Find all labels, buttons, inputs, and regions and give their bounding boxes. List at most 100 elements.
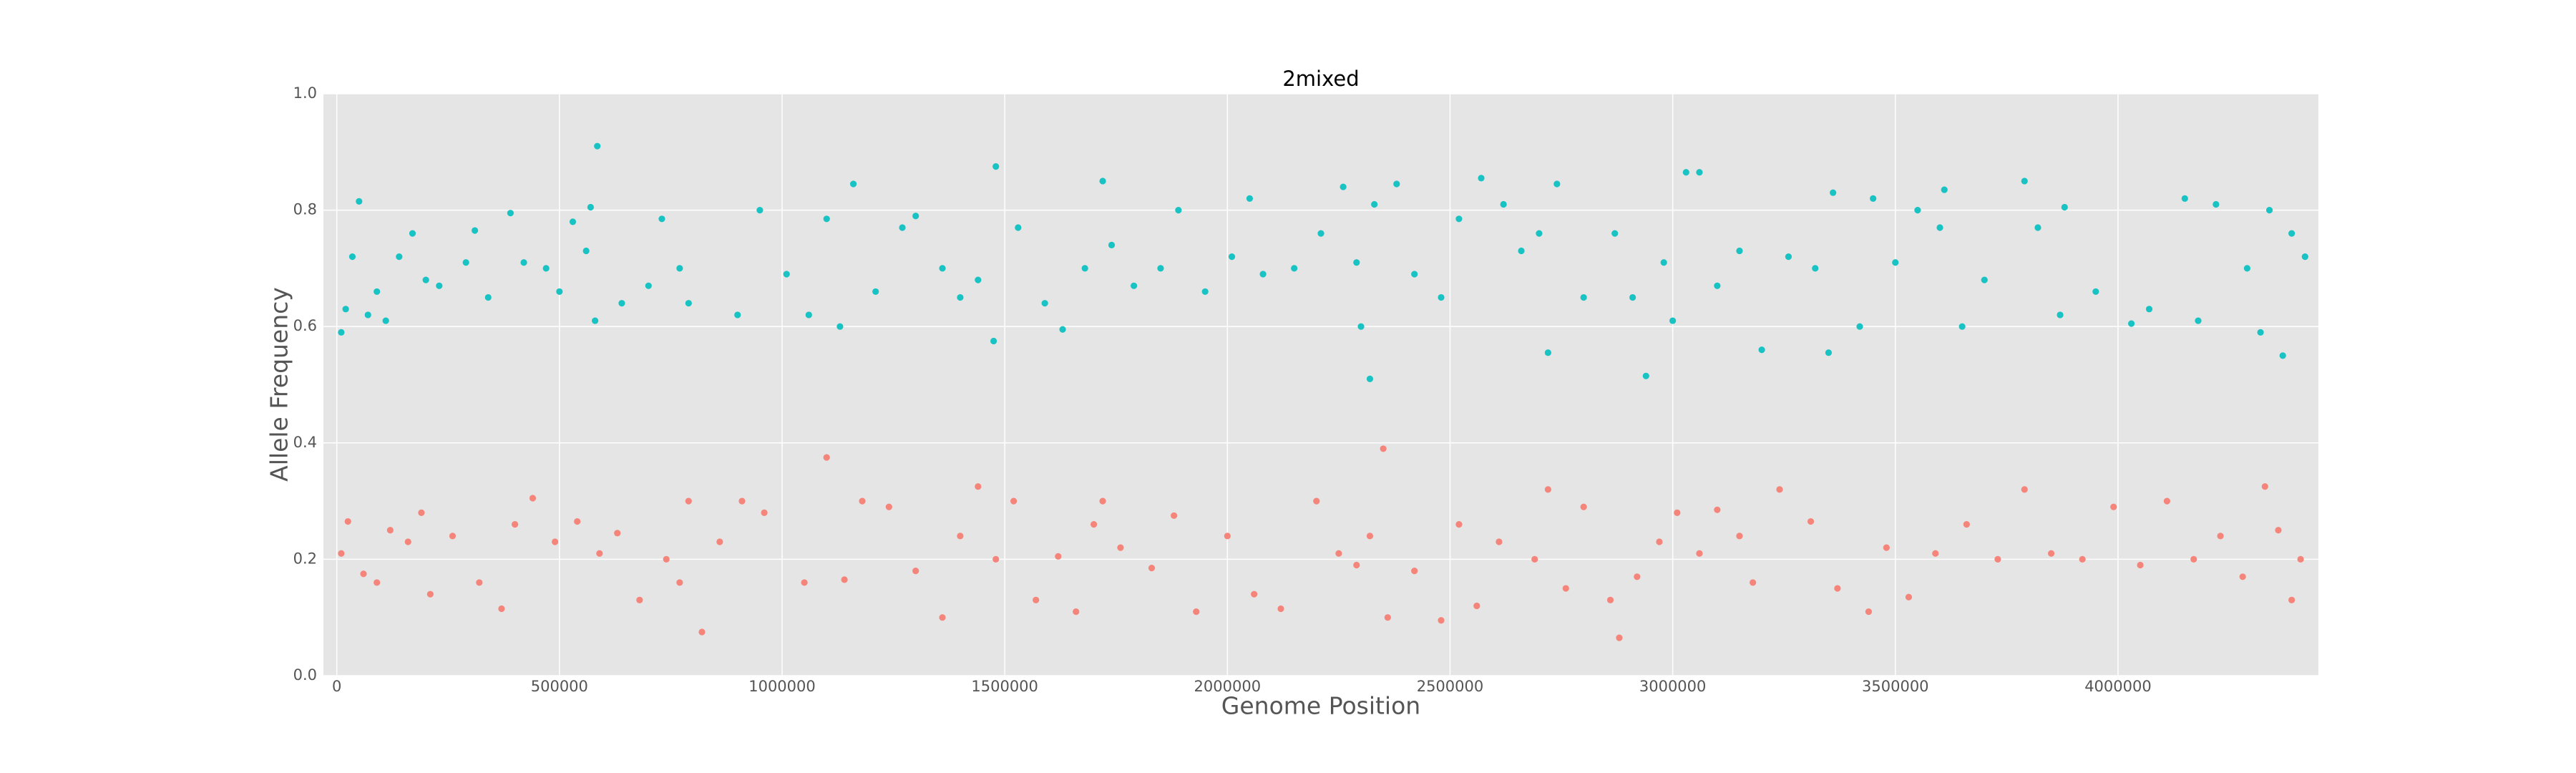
point [614, 530, 621, 537]
point [382, 317, 389, 324]
point [912, 568, 919, 575]
y-tick-label: 0.0 [293, 666, 317, 684]
point [476, 579, 483, 586]
y-tick-label: 0.8 [293, 201, 317, 218]
point [1834, 585, 1841, 592]
point [1883, 544, 1890, 551]
point [1117, 544, 1124, 551]
point [2092, 288, 2099, 296]
point [1193, 608, 1200, 616]
point [1313, 497, 1320, 505]
point [1371, 200, 1378, 208]
x-tick-label: 3000000 [1639, 678, 1707, 695]
point [1259, 271, 1267, 278]
point [2261, 483, 2268, 490]
point [1531, 555, 1538, 563]
point [511, 521, 519, 528]
point [1656, 538, 1663, 545]
point [1366, 533, 1374, 540]
point [885, 503, 892, 510]
point [1010, 497, 1018, 505]
point [1553, 180, 1561, 188]
point [2301, 253, 2308, 261]
point [841, 576, 848, 583]
point [2279, 352, 2286, 359]
point [1830, 189, 1837, 196]
point [2079, 555, 2086, 563]
point [2217, 533, 2224, 540]
point [801, 579, 808, 586]
point [449, 533, 457, 540]
x-tick-label: 0 [332, 678, 341, 695]
point [1411, 568, 1418, 575]
point [1380, 445, 1387, 452]
point [1455, 521, 1463, 528]
x-tick-label: 1500000 [971, 678, 1038, 695]
point [734, 311, 741, 319]
point [2239, 573, 2246, 580]
point [1518, 247, 1525, 255]
point [436, 282, 443, 289]
point [1870, 195, 1877, 202]
point [422, 276, 429, 283]
x-tick-label: 2500000 [1417, 678, 1484, 695]
point [1892, 259, 1899, 266]
point [716, 538, 723, 545]
point [344, 517, 351, 525]
point [836, 323, 844, 330]
point [356, 198, 363, 205]
point [676, 579, 683, 586]
point [569, 218, 577, 225]
point [1736, 247, 1743, 255]
point [1099, 178, 1106, 185]
point [1669, 317, 1677, 324]
point [1905, 593, 1913, 601]
point [1562, 585, 1569, 592]
point [738, 497, 746, 505]
point [676, 265, 683, 272]
point [761, 509, 768, 516]
point [1536, 230, 1543, 237]
point [1366, 375, 1374, 382]
point [1033, 596, 1040, 603]
point [939, 265, 946, 272]
point [1629, 293, 1636, 301]
point [1291, 265, 1298, 272]
point [783, 271, 790, 278]
point [1981, 276, 1988, 283]
point [1994, 555, 2001, 563]
point [338, 550, 345, 557]
point [992, 555, 1000, 563]
point [975, 483, 982, 490]
point [374, 288, 381, 296]
point [2243, 265, 2251, 272]
point [1750, 579, 1757, 586]
point [1825, 349, 1833, 356]
point [404, 538, 411, 545]
point [1438, 617, 1445, 624]
point [360, 570, 367, 578]
point [507, 210, 514, 217]
point [1941, 186, 1948, 193]
point [1317, 230, 1324, 237]
point [2297, 555, 2304, 563]
point [1411, 271, 1418, 278]
point [1353, 561, 1360, 569]
point [1201, 288, 1209, 296]
point [1696, 169, 1703, 176]
x-tick-label: 1000000 [748, 678, 816, 695]
point [592, 317, 599, 324]
y-tick-label: 0.2 [293, 550, 317, 567]
point [552, 538, 559, 545]
point [1736, 533, 1743, 540]
point [1384, 614, 1391, 621]
x-tick-label: 3500000 [1862, 678, 1929, 695]
point [1353, 259, 1360, 266]
plot-area [323, 94, 2318, 676]
point [2257, 329, 2264, 336]
point [1357, 323, 1365, 330]
point [348, 253, 356, 261]
point [975, 276, 982, 283]
point [409, 230, 416, 237]
point [1131, 282, 1138, 289]
